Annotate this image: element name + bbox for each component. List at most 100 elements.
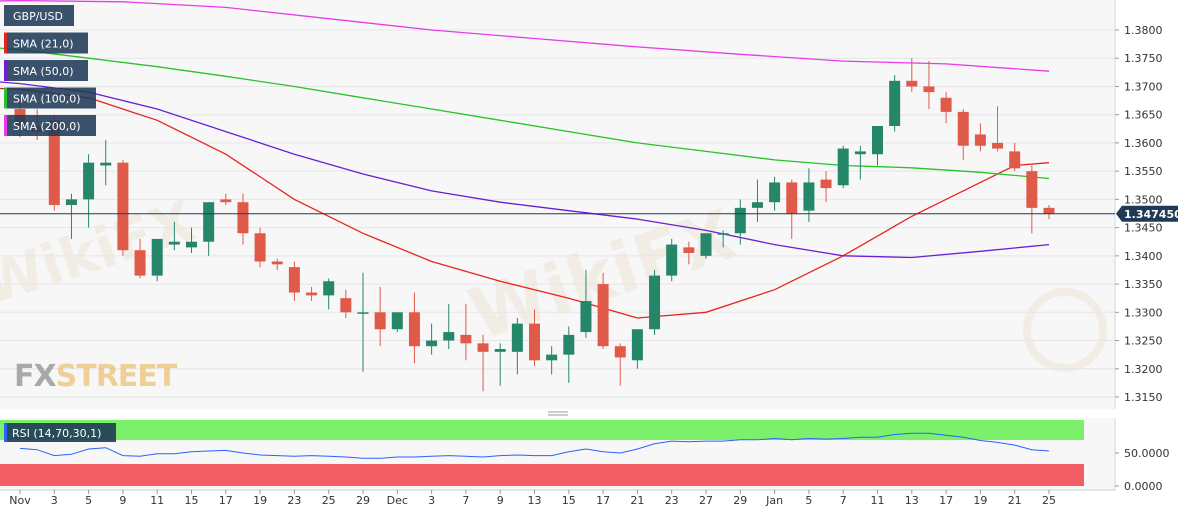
candle-body (974, 134, 986, 146)
price-tick-label: 1.3250 (1124, 335, 1163, 348)
candle-body (83, 162, 95, 200)
rsi-legend-swatch (4, 423, 7, 442)
rsi-legend-box[interactable] (4, 423, 116, 442)
legend-item-4[interactable]: SMA (200,0) (4, 115, 96, 136)
time-tick-label: Dec (387, 494, 408, 507)
legend[interactable]: GBP/USD SMA (21,0) SMA (50,0) SMA (100,0) SM… (4, 5, 96, 136)
rsi-legend-label: RSI (14,70,30,1) (12, 427, 101, 440)
legend-item-swatch (4, 60, 7, 81)
legend-item-0[interactable]: GBP/USD (4, 5, 74, 26)
candle-body (614, 346, 626, 358)
candle-43 (751, 179, 763, 222)
time-tick-label: 21 (1008, 494, 1022, 507)
candle-body (751, 202, 763, 208)
legend-item-2[interactable]: SMA (50,0) (4, 60, 88, 81)
time-axis: Nov 3 5 9 11 15 17 19 23 25 29 Dec 3 7 9 13 15 17 21 23 27 29… (0, 489, 1115, 507)
candle-body (151, 238, 163, 276)
candle-body (426, 340, 438, 347)
legend-item-1[interactable]: SMA (21,0) (4, 32, 88, 54)
candle-body (408, 312, 420, 347)
current-price-value: 1.347450 (1124, 208, 1182, 221)
sma-line-3 (0, 0, 1050, 72)
candle-47 (820, 171, 832, 203)
price-tick-label: 1.3400 (1124, 250, 1163, 263)
candle-38 (666, 238, 678, 282)
candle-body (323, 281, 335, 296)
candle-41 (717, 230, 729, 248)
candle-body (443, 332, 455, 341)
candle-54 (940, 92, 952, 124)
candle-33 (580, 269, 592, 338)
candle-31 (546, 346, 558, 375)
candle-body (546, 354, 558, 361)
time-tick-label: 29 (356, 494, 370, 507)
candle-body (854, 151, 866, 155)
time-tick-label: Nov (9, 494, 31, 507)
candle-11 (203, 202, 215, 256)
candle-body (186, 241, 197, 248)
candle-body (597, 284, 609, 347)
candle-13 (237, 193, 249, 245)
time-tick-label: 9 (497, 494, 504, 507)
time-tick-label: 3 (51, 494, 58, 507)
price-tick-label: 1.3800 (1124, 24, 1163, 37)
candle-7 (134, 238, 146, 279)
price-tick-label: 1.3700 (1124, 80, 1163, 93)
legend-item-swatch (4, 32, 7, 54)
legend-item-box (4, 115, 96, 136)
candle-body (288, 267, 300, 293)
current-price-label: 1.347450 (1116, 205, 1182, 222)
legend-item-label: GBP/USD (13, 10, 63, 23)
candle-48 (837, 145, 849, 189)
time-tick-label: 13 (528, 494, 542, 507)
candle-body (889, 80, 901, 126)
candle-60 (1043, 205, 1055, 220)
rsi-line-stroke (19, 432, 1050, 459)
time-tick-label: 25 (322, 494, 336, 507)
candles (14, 58, 1055, 392)
candle-17 (306, 286, 318, 302)
candle-body (1026, 171, 1038, 208)
candle-25 (443, 303, 455, 350)
legend-item-label: SMA (21,0) (13, 38, 74, 51)
candle-body (717, 233, 729, 235)
candle-24 (426, 323, 438, 355)
time-tick-label: 13 (905, 494, 919, 507)
candle-27 (477, 334, 489, 392)
candle-body (580, 301, 592, 333)
candle-body (477, 343, 489, 352)
candle-body (306, 292, 318, 296)
candle-body (357, 312, 369, 314)
sma-line-2 (0, 47, 1050, 180)
legend-item-3[interactable]: SMA (100,0) (4, 87, 96, 109)
time-tick-label: 5 (85, 494, 92, 507)
candle-body (649, 275, 661, 330)
sma-lines (0, 0, 1050, 319)
panel-splitter[interactable] (0, 409, 1115, 418)
legend-item-label: SMA (200,0) (13, 120, 81, 133)
candle-57 (992, 106, 1004, 152)
fxstreet-watermark: FXSTREET (14, 359, 178, 394)
candle-42 (734, 199, 746, 245)
time-tick-label: 23 (665, 494, 679, 507)
candle-26 (460, 303, 472, 361)
candle-6 (117, 159, 129, 256)
sma-line-0 (0, 87, 1050, 319)
candle-body (134, 250, 146, 276)
candle-8 (151, 238, 163, 282)
candle-body (803, 182, 815, 211)
legend-item-swatch (4, 115, 7, 136)
rsi-legend[interactable]: RSI (14,70,30,1) (4, 423, 116, 442)
price-tick-label: 1.3500 (1124, 193, 1163, 206)
candle-21 (374, 286, 386, 347)
candle-body (65, 199, 77, 206)
candle-body (220, 199, 232, 203)
candle-body (923, 86, 935, 93)
candle-34 (597, 272, 609, 350)
rsi-tick-label: 50.0000 (1124, 447, 1170, 460)
candle-body (271, 261, 283, 265)
candle-body (391, 312, 403, 330)
time-tick-label: 7 (462, 494, 469, 507)
candle-56 (974, 123, 986, 152)
